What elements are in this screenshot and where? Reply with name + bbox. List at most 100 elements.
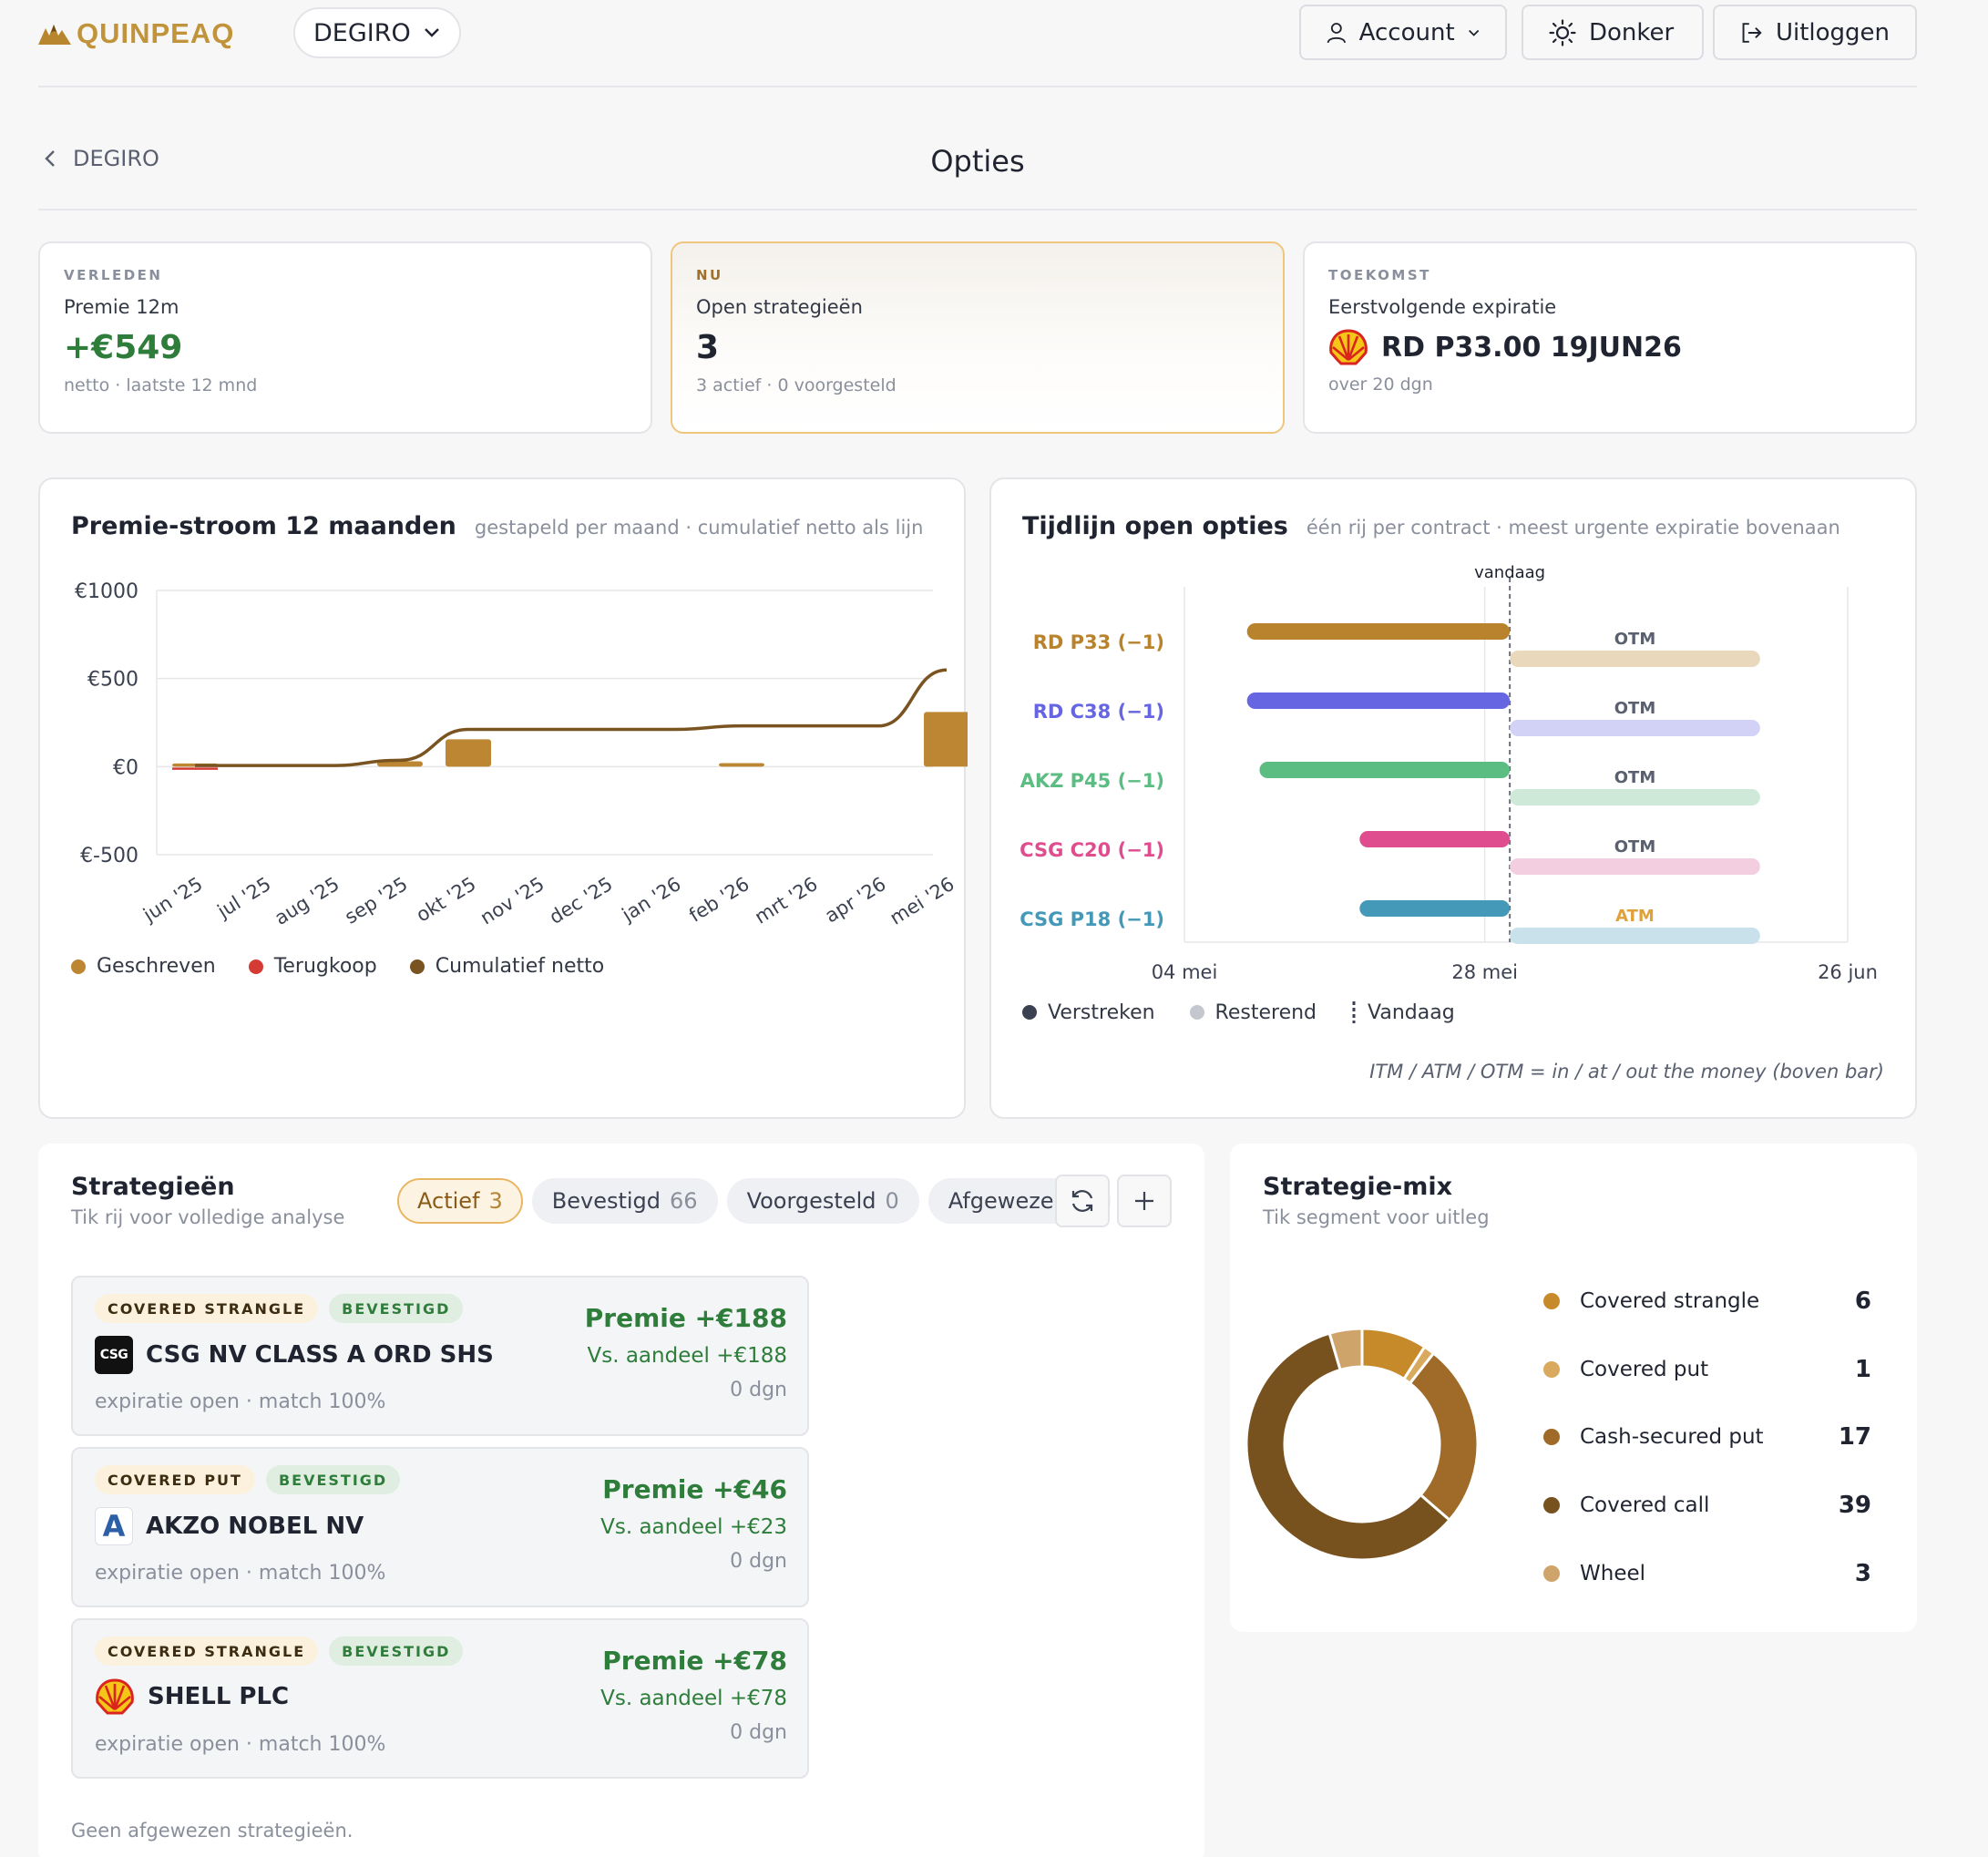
tab-label: Afgewezen [948, 1188, 1068, 1214]
strategy-state-badge: BEVESTIGD [265, 1465, 401, 1494]
strategy-vs-stock: Vs. aandeel +€188 [587, 1344, 787, 1368]
timeline-row-label: CSG P18 (−1) [1020, 908, 1164, 930]
dashed-line-icon [1352, 1001, 1356, 1023]
x-tick-label: jul '25 [213, 873, 275, 923]
elapsed-bar [1359, 831, 1511, 847]
mix-count: 1 [1854, 1356, 1871, 1383]
kpi-value: RD P33.00 19JUN26 [1381, 331, 1682, 364]
mix-label: Covered call [1580, 1493, 1710, 1517]
strategy-row[interactable]: COVERED STRANGLE BEVESTIGD SHELL PLC exp… [71, 1618, 809, 1779]
kpi-label: Premie 12m [64, 296, 179, 318]
tab-count: 66 [670, 1188, 698, 1214]
strategy-premium: Premie +€188 [584, 1303, 787, 1333]
kpi-value: 3 [696, 329, 720, 366]
kpi-card-now[interactable]: NU Open strategieën 3 3 actief · 0 voorg… [671, 241, 1285, 434]
mix-count: 17 [1838, 1423, 1871, 1451]
legend-label: Terugkoop [273, 955, 377, 978]
tab-bevestigd[interactable]: Bevestigd 66 [531, 1178, 718, 1224]
refresh-icon [1071, 1190, 1093, 1212]
broker-select[interactable]: DEGIRO [293, 7, 461, 58]
timeline-chart: 04 mei 28 mei 26 jun vandaag RD P33 (−1) OTM R… [1020, 563, 1878, 983]
strategy-name: CSG NV CLASS A ORD SHS [146, 1341, 494, 1369]
legend-swatch [1022, 1005, 1037, 1020]
elapsed-bar [1246, 693, 1511, 709]
mix-legend-row[interactable]: Cash-secured put 17 [1543, 1423, 1871, 1451]
strategy-premium: Premie +€78 [602, 1646, 787, 1676]
chevron-down-icon [424, 28, 439, 37]
mix-legend-row[interactable]: Covered strangle 6 [1543, 1288, 1871, 1315]
moneyness-label: OTM [1614, 630, 1656, 649]
back-link[interactable]: DEGIRO [44, 146, 159, 171]
shell-icon [96, 1678, 134, 1715]
legend-swatch [1543, 1361, 1560, 1378]
logout-label: Uitloggen [1775, 18, 1890, 46]
legend-label: Resterend [1214, 1000, 1317, 1024]
strategy-row[interactable]: COVERED STRANGLE BEVESTIGD CSG CSG NV CL… [71, 1276, 809, 1436]
strategy-name: SHELL PLC [148, 1683, 290, 1710]
panel-title: Strategieën [71, 1173, 235, 1201]
mix-legend-row[interactable]: Covered put 1 [1543, 1356, 1871, 1383]
tab-actief[interactable]: Actief 3 [397, 1178, 523, 1224]
y-tick-label: €0 [113, 756, 138, 779]
bar-written [719, 763, 765, 767]
rejected-empty-note: Geen afgewezen strategieën. [71, 1820, 354, 1842]
strategy-state-badge: BEVESTIGD [329, 1294, 464, 1323]
chevron-left-icon [45, 150, 55, 167]
x-tick-label: 26 jun [1818, 961, 1878, 983]
x-tick-label: dec '25 [546, 873, 617, 928]
strategy-days: 0 dgn [730, 1550, 787, 1573]
tab-voorgesteld[interactable]: Voorgesteld 0 [726, 1178, 919, 1224]
app-logo[interactable]: QUINPEAQ [38, 17, 235, 49]
refresh-button[interactable] [1055, 1175, 1110, 1227]
x-tick-label: apr '26 [821, 873, 889, 928]
moneyness-label: ATM [1615, 907, 1655, 926]
kpi-sub: netto · laatste 12 mnd [64, 375, 258, 395]
csg-logo-icon: CSG [95, 1336, 133, 1374]
x-tick-label: jan '26 [618, 873, 685, 927]
y-tick-label: €-500 [80, 845, 138, 867]
strategy-row[interactable]: COVERED PUT BEVESTIGD A AKZO NOBEL NV ex… [71, 1447, 809, 1607]
strategy-name: AKZO NOBEL NV [146, 1513, 364, 1540]
mix-label: Covered strangle [1580, 1289, 1760, 1313]
donut-segment [1327, 1327, 1364, 1372]
account-button[interactable]: Account [1299, 5, 1507, 60]
moneyness-label: OTM [1614, 768, 1656, 787]
tab-count: 0 [885, 1188, 899, 1214]
broker-select-value: DEGIRO [313, 18, 411, 47]
legend-swatch [248, 959, 263, 974]
legend-item-today: Vandaag [1351, 1000, 1455, 1024]
theme-toggle-button[interactable]: Donker [1522, 5, 1704, 60]
cumulative-line [194, 668, 948, 767]
strategy-days: 0 dgn [730, 1379, 787, 1401]
title-divider [38, 209, 1917, 210]
strategy-premium: Premie +€46 [602, 1474, 787, 1504]
mix-legend-row[interactable]: Wheel 3 [1543, 1560, 1871, 1587]
x-tick-label: sep '25 [341, 873, 411, 928]
logo-text: QUINPEAQ [77, 17, 235, 49]
y-tick-label: €500 [87, 669, 138, 692]
add-strategy-button[interactable] [1117, 1175, 1172, 1227]
card-subtitle: gestapeld per maand · cumulatief netto a… [474, 517, 924, 539]
remaining-bar [1510, 720, 1760, 736]
moneyness-label: OTM [1614, 837, 1656, 857]
mix-legend-row[interactable]: Covered call 39 [1543, 1492, 1871, 1519]
legend-item-elapsed: Verstreken [1022, 1001, 1155, 1024]
tab-label: Voorgesteld [746, 1188, 876, 1214]
logout-icon [1742, 22, 1762, 43]
kpi-card-past: VERLEDEN Premie 12m +€549 netto · laatst… [38, 241, 652, 434]
mountain-logo-icon [38, 25, 71, 45]
logout-button[interactable]: Uitloggen [1713, 5, 1917, 60]
mix-count: 39 [1838, 1492, 1871, 1519]
kpi-card-future[interactable]: TOEKOMST Eerstvolgende expiratie RD P33.… [1303, 241, 1917, 434]
legend-label: Cumulatief netto [435, 955, 605, 978]
tab-label: Actief [417, 1188, 480, 1214]
strategy-mix-panel: Strategie-mix Tik segment voor uitleg Co… [1230, 1144, 1917, 1632]
remaining-bar [1510, 928, 1760, 944]
x-tick-label: 28 mei [1451, 961, 1518, 983]
strategy-type-badge: COVERED STRANGLE [95, 1636, 319, 1666]
legend-item-buyback: Terugkoop [248, 955, 377, 978]
back-label: DEGIRO [73, 146, 159, 171]
akzo-logo-icon: A [95, 1507, 133, 1545]
bar-written [377, 761, 424, 767]
